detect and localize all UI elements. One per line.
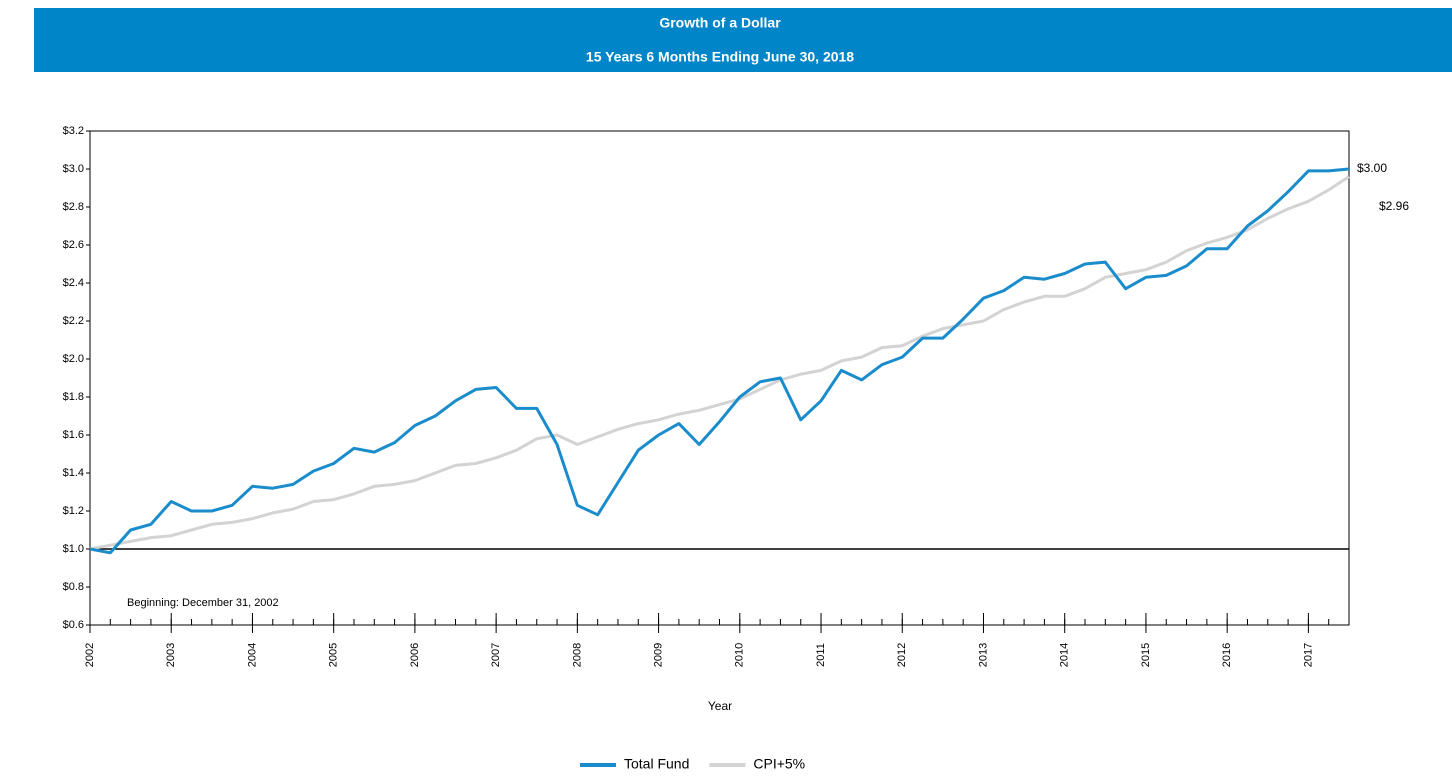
legend-label: CPI+5% xyxy=(753,756,805,772)
x-tick-label: 2004 xyxy=(246,643,258,667)
x-tick-label: 2002 xyxy=(84,643,96,667)
x-tick-label: 2015 xyxy=(1140,643,1152,667)
x-tick-label: 2012 xyxy=(896,643,908,667)
series-line xyxy=(89,167,1350,555)
x-tick-label: 2017 xyxy=(1302,643,1314,667)
x-tick-label: 2014 xyxy=(1059,643,1071,667)
x-tick-label: 2011 xyxy=(815,643,827,667)
end-label: $3.00 xyxy=(1357,161,1387,175)
series-line xyxy=(89,175,1350,551)
chart-subtitle: 15 Years 6 Months Ending June 30, 2018 xyxy=(586,49,854,65)
x-tick-label: 2009 xyxy=(652,643,664,667)
x-tick-label: 2007 xyxy=(490,643,502,667)
y-tick-label: $2.0 xyxy=(63,353,84,365)
y-tick-label: $1.8 xyxy=(63,391,84,403)
y-tick-label: $0.8 xyxy=(63,581,84,593)
y-tick-label: $2.4 xyxy=(63,277,84,289)
y-tick-label: $2.2 xyxy=(63,315,84,327)
y-tick-label: $0.6 xyxy=(63,619,84,631)
chart-title: Growth of a Dollar xyxy=(659,15,781,31)
legend-label: Total Fund xyxy=(624,756,689,772)
end-label: $2.96 xyxy=(1379,199,1409,213)
x-tick-label: 2006 xyxy=(409,643,421,667)
y-tick-label: $3.0 xyxy=(63,163,84,175)
x-tick-label: 2008 xyxy=(571,643,583,667)
x-tick-label: 2016 xyxy=(1221,643,1233,667)
header-bar xyxy=(34,8,1452,72)
y-tick-label: $2.8 xyxy=(63,201,84,213)
plot-frame xyxy=(89,130,1350,626)
x-axis-label: Year xyxy=(708,699,732,713)
y-tick-label: $1.0 xyxy=(63,543,84,555)
annotation: Beginning: December 31, 2002 xyxy=(127,597,279,609)
y-tick-label: $1.4 xyxy=(63,467,84,479)
x-tick-label: 2010 xyxy=(734,643,746,667)
x-tick-label: 2013 xyxy=(977,643,989,667)
y-tick-label: $1.2 xyxy=(63,505,84,517)
y-tick-label: $2.6 xyxy=(63,239,84,251)
x-tick-label: 2003 xyxy=(165,643,177,667)
y-tick-label: $1.6 xyxy=(63,429,84,441)
x-tick-label: 2005 xyxy=(328,643,340,667)
y-tick-label: $3.2 xyxy=(63,125,84,137)
